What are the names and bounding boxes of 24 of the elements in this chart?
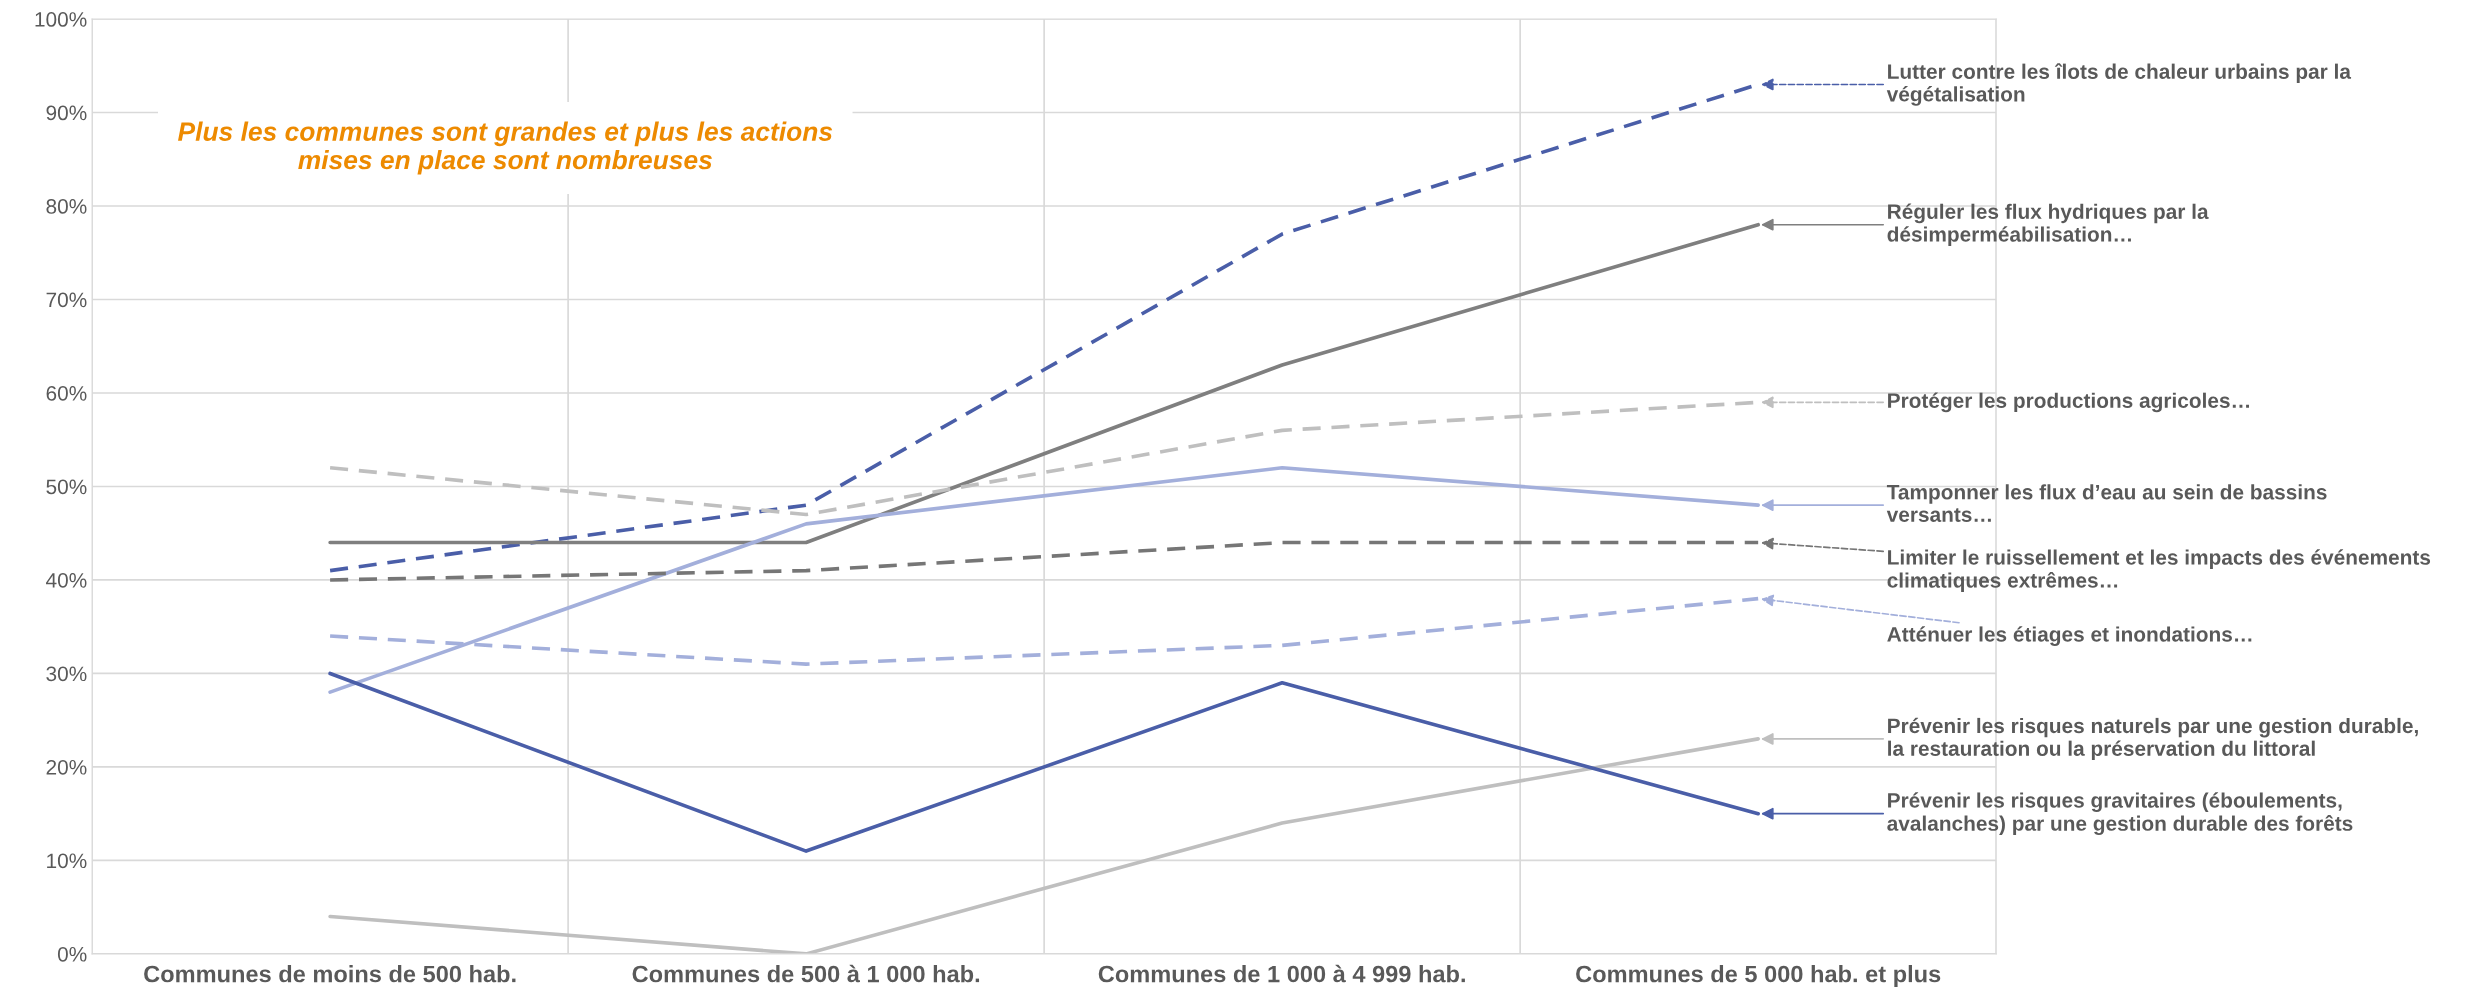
y-tick-label: 50%: [46, 479, 87, 495]
text: Atténuer les étiages et inondations…: [1887, 626, 2252, 646]
y-tick-label: 20%: [46, 759, 87, 775]
text: Prévenir les risques gravitaires (éboulements, avalanches) par une gestion durable des forêts: [1887, 792, 2353, 836]
text: Lutter contre les îlots de chaleur urbains par la végétalisation: [1886, 63, 2352, 106]
y-tick-label: 0%: [57, 946, 87, 962]
x-tick-label: Communes de 500 à 1 000 hab.: [632, 964, 980, 983]
text: Protéger les productions agricoles…: [1888, 392, 2250, 413]
y-tick-label: 30%: [46, 666, 87, 682]
text: Prévenir les risques naturels par une gestion durable, la restauration ou la préservation du littoral: [1888, 717, 2418, 761]
annotation: Plus les communes sont grandes et plus les actions mises en place sont nombreuses: [178, 121, 833, 175]
text: Limiter le ruissellement et les impacts des événements climatiques extrêmes…: [1887, 549, 2431, 592]
y-tick-label: 90%: [46, 105, 87, 121]
text: Réguler les flux hydriques par la désimperméabilisation…: [1887, 203, 2209, 246]
y-tick-label: 10%: [47, 853, 87, 869]
y-tick-label: 40%: [46, 572, 87, 588]
x-tick-label: Communes de moins de 500 hab.: [144, 965, 516, 983]
y-tick-label: 70%: [46, 292, 87, 308]
x-tick-label: Communes de 1 000 à 4 999 hab.: [1098, 964, 1465, 983]
y-tick-label: 60%: [46, 385, 87, 401]
text: Tamponner les flux d’eau au sein de bassins versants…: [1886, 484, 2327, 522]
y-tick-label: 80%: [46, 199, 87, 214]
x-tick-label: Communes de 5 000 hab. et plus: [1576, 965, 1941, 988]
y-tick-label: 100%: [35, 12, 87, 27]
